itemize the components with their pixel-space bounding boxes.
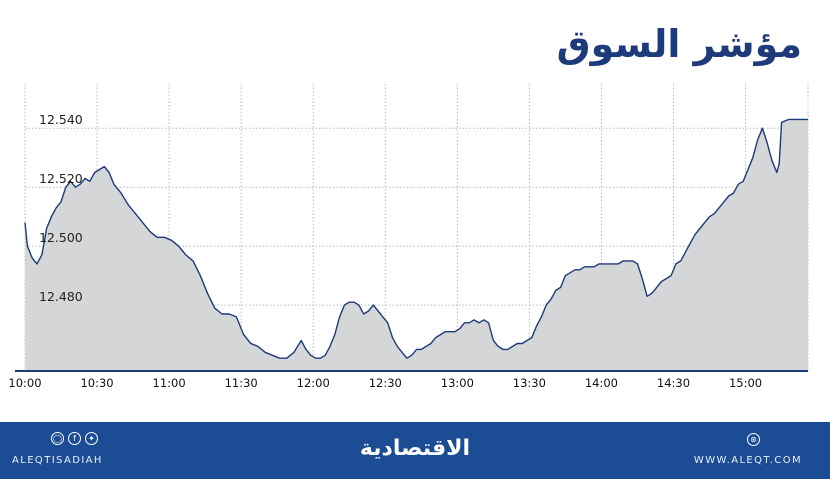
series-area bbox=[25, 119, 808, 371]
x-tick-label: 13:30 bbox=[513, 376, 546, 390]
globe-icon: ⊛ bbox=[747, 433, 760, 446]
y-tick-label: 12.540 bbox=[39, 112, 83, 127]
y-tick-label: 12.520 bbox=[39, 171, 83, 186]
x-tick-label: 10:30 bbox=[80, 376, 113, 390]
x-tick-label: 15:00 bbox=[729, 376, 762, 390]
footer-bar: ◯ f ✦ ALEQTISADIAH الاقتصادية ⊛ WWW.ALEQ… bbox=[0, 422, 830, 479]
market-index-chart: 12.540 12.520 12.500 12.480 10:00 10:30 11:00 1… bbox=[8, 84, 809, 390]
y-tick-label: 12.480 bbox=[39, 289, 83, 304]
instagram-icon[interactable]: ◯ bbox=[51, 432, 64, 445]
x-tick-label: 12:30 bbox=[369, 376, 402, 390]
y-tick-label: 12.500 bbox=[39, 230, 83, 245]
website-url[interactable]: WWW.ALEQT.COM bbox=[693, 455, 802, 466]
x-tick-label: 14:00 bbox=[585, 376, 618, 390]
social-icons: ◯ f ✦ bbox=[51, 432, 98, 445]
facebook-icon[interactable]: f bbox=[68, 432, 81, 445]
twitter-icon[interactable]: ✦ bbox=[85, 432, 98, 445]
brand-logo: الاقتصادية bbox=[359, 436, 471, 461]
x-tick-label: 13:00 bbox=[441, 376, 474, 390]
social-handle: ALEQTISADIAH bbox=[12, 455, 103, 466]
x-tick-label: 14:30 bbox=[657, 376, 690, 390]
x-tick-label: 12:00 bbox=[297, 376, 330, 390]
chart-title: مؤشر السوق bbox=[556, 22, 802, 66]
series-line bbox=[24, 118, 808, 359]
x-tick-label: 11:30 bbox=[225, 376, 258, 390]
x-tick-label: 11:00 bbox=[153, 376, 186, 390]
x-tick-label: 10:00 bbox=[8, 376, 41, 390]
chart-card: مؤشر السوق 12.540 12.520 12.500 12.480 10:00… bbox=[8, 22, 809, 390]
